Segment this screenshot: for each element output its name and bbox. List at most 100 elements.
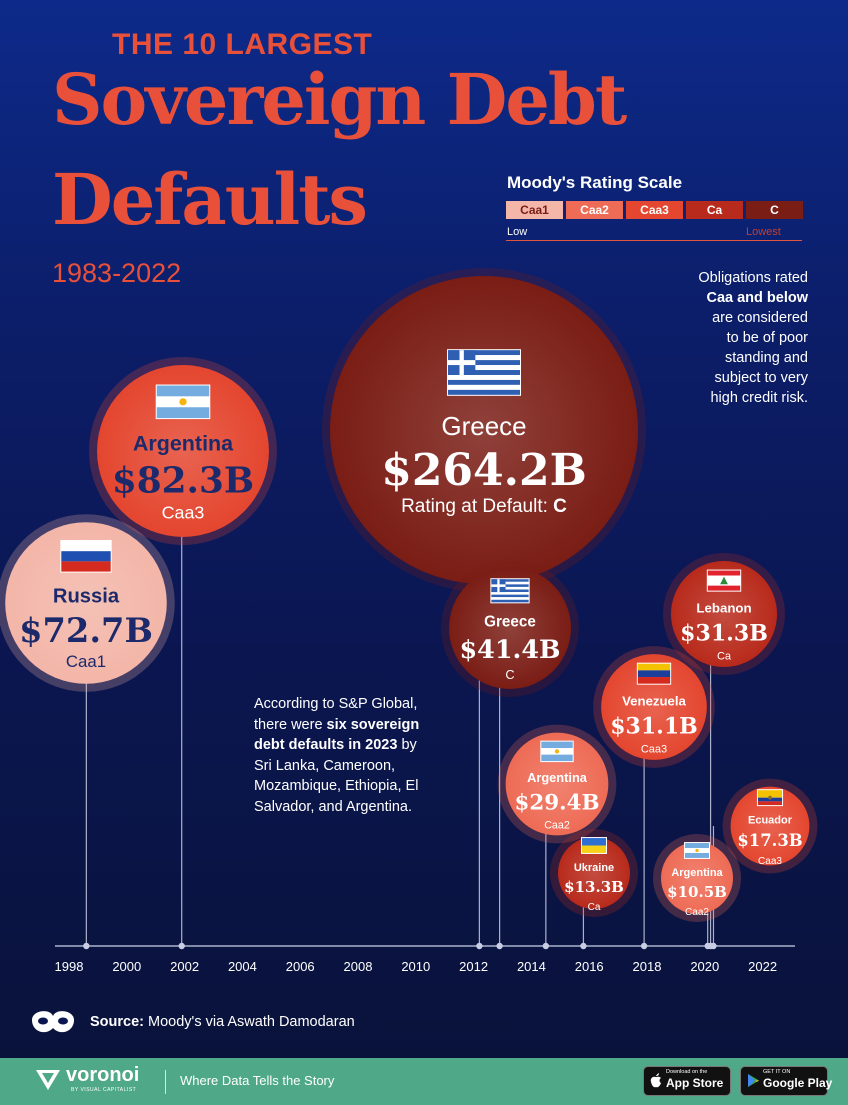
bubble-rating-label: Ca [588, 902, 601, 913]
x-axis-tick-label: 2020 [690, 959, 719, 974]
flag-stripe [491, 586, 529, 590]
flag-cross [448, 360, 476, 366]
flag-stripe [491, 597, 529, 600]
flag-cross [491, 584, 506, 587]
greece-flag-icon [490, 578, 530, 604]
app-store-button[interactable]: Download on the App Store [643, 1066, 731, 1096]
source-value: Moody's via Aswath Damodaran [148, 1014, 355, 1030]
stem-dot [580, 942, 587, 950]
note-line: subject to very [714, 370, 809, 386]
flag-stripe [448, 365, 520, 371]
flag-stripe [491, 579, 529, 582]
flag-stripe [685, 852, 709, 858]
bubble-country-label: Greece [484, 614, 536, 631]
flag-stripe [637, 663, 671, 671]
stem-dot [710, 942, 717, 950]
x-axis-tick-label: 2004 [228, 959, 257, 974]
flag-stripe [156, 385, 210, 397]
tagline: Where Data Tells the Story [180, 1073, 335, 1088]
venezuela-flag-icon [636, 662, 672, 685]
google-play-button[interactable]: GET IT ON Google Play [740, 1066, 832, 1096]
bubble-chart: 1998 2000 2002 2004 2006 2008 2010 2012 2014 2016… [0, 268, 818, 974]
greece-flag-icon [447, 349, 521, 396]
flag-stripe [707, 570, 741, 576]
bubble-rating-label: Ca [717, 650, 732, 662]
bubble-highlight [97, 365, 269, 537]
date-range: 1983-2022 [52, 258, 182, 288]
bubble-rating-label: Caa3 [162, 502, 205, 522]
flag-stripe [491, 589, 529, 593]
rating-scale-line [506, 240, 802, 241]
rating-scale: Caa1 Caa2 Caa3 Ca C [506, 201, 803, 219]
flag-stripe [582, 838, 606, 846]
flag-stripe [491, 594, 529, 598]
bubble-rating-label: Caa3 [641, 743, 667, 755]
bubble-highlight [330, 276, 638, 584]
bubble-highlight [558, 837, 630, 909]
title-line-2: Defaults [52, 158, 368, 241]
bubble-value-label: $10.5B [667, 883, 727, 901]
ecuador-flag-icon [756, 789, 784, 807]
flag-emblem [768, 795, 772, 800]
flag-stripe [757, 797, 783, 802]
bubble-country-label: Lebanon [696, 600, 751, 615]
flag-stripe [448, 389, 520, 395]
bubble-country-label: Venezuela [622, 693, 686, 708]
note-line: standing and [724, 350, 808, 366]
flag-stripe [448, 355, 520, 361]
flag-stripe [491, 581, 529, 585]
bubble-highlight [730, 786, 810, 866]
flag-stripe [491, 592, 529, 595]
flag-stripe [61, 540, 111, 552]
note-line-bold: Caa and below [706, 290, 808, 306]
x-axis-tick-label: 2012 [459, 959, 488, 974]
flag-stripe [491, 584, 529, 587]
rating-note: Obligations rated Caa and below are cons… [636, 268, 808, 408]
note-text-bold: six sovereign debt defaults in 2023 [254, 716, 420, 754]
x-axis-tick-label: 2006 [286, 959, 315, 974]
note-text: According to S&P Global, there were [254, 696, 418, 733]
rating-cell-ca: Ca [686, 201, 743, 219]
bubble-value-label: $13.3B [564, 878, 624, 896]
flag-stripe [448, 379, 520, 385]
flag-stripe [757, 790, 783, 798]
flag-stripe [61, 561, 111, 572]
x-axis-tick-label: 2016 [575, 959, 604, 974]
brand-subtitle: BY VISUAL CAPITALIST [71, 1087, 137, 1093]
flag-stripe [757, 801, 783, 806]
bubble-argentina: Argentina $10.5B Caa2 [653, 834, 741, 922]
flag-stripe [685, 843, 709, 849]
app-store-label: App Store [666, 1076, 724, 1090]
stem-dot [178, 942, 185, 950]
stem-dot [496, 942, 503, 950]
app-store-caption: Download on the [666, 1069, 708, 1075]
bubble-highlight [449, 567, 571, 689]
apple-icon [650, 1073, 661, 1088]
rating-scale-lowest-label: Lowest [746, 226, 781, 238]
rating-value: C [553, 496, 567, 517]
rating-cell-caa2: Caa2 [566, 201, 623, 219]
google-play-caption: GET IT ON [763, 1069, 791, 1075]
bubble-value-label: $264.2B [381, 445, 587, 496]
flag-stripe [61, 551, 111, 562]
x-axis-tick-label: 1998 [55, 959, 84, 974]
x-axis-tick-label: 2010 [401, 959, 430, 974]
note-line: are considered [712, 310, 808, 326]
voronoi-logo-icon [36, 1070, 60, 1090]
bubble-country-label: Argentina [527, 770, 588, 785]
stem-dot [476, 942, 483, 950]
bubble-country-label: Argentina [671, 867, 723, 879]
bubble-value-label: $31.3B [680, 620, 768, 646]
flag-sun [179, 398, 187, 406]
bubble-rating-label: Rating at Default: C [401, 496, 567, 517]
flag-stripe [707, 585, 741, 591]
bubble-highlight [661, 842, 733, 914]
stem-dot [640, 942, 648, 950]
flag-stripe [448, 350, 520, 356]
bubble-argentina: Argentina $29.4B Caa2 [497, 724, 617, 844]
bubble-country-label: Argentina [133, 432, 234, 456]
bubble-rating-label: C [505, 668, 514, 682]
x-axis-tick-label: 2000 [112, 959, 141, 974]
google-play-icon [748, 1074, 759, 1087]
bubble-value-label: $17.3B [737, 831, 802, 850]
